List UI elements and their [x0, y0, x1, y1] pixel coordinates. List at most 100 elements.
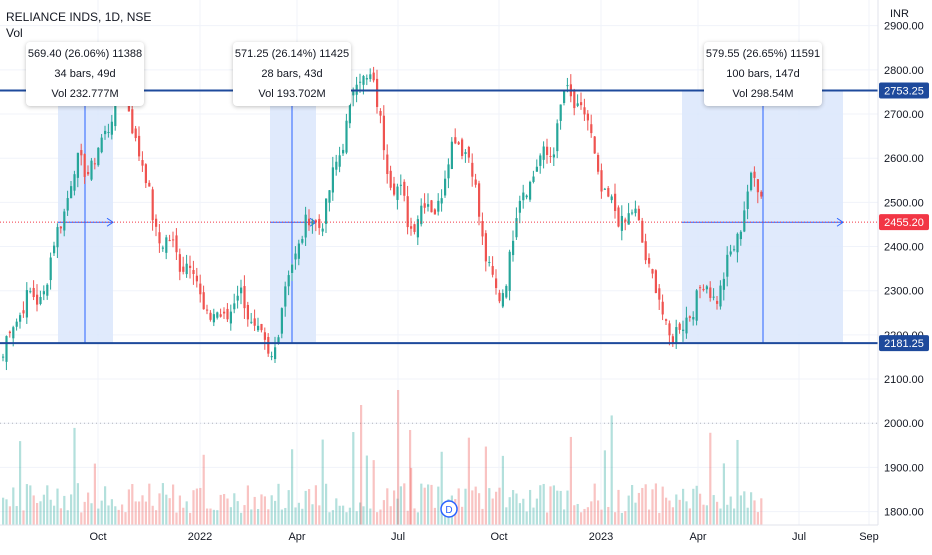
candle-body — [750, 172, 753, 190]
candle-body — [90, 160, 93, 180]
candle-body — [110, 121, 113, 135]
volume-bar — [175, 512, 178, 525]
volume-bar — [753, 500, 756, 525]
candle-body — [365, 78, 368, 80]
volume-bar — [580, 512, 583, 525]
candle-body — [192, 270, 195, 275]
candle-body — [481, 221, 484, 237]
measure-1-volume: Vol 232.777M — [51, 88, 119, 100]
top-level-price-tag-bg — [879, 82, 929, 99]
volume-bar — [301, 508, 304, 525]
candle-body — [484, 233, 487, 262]
y-tick-label: 2100.00 — [884, 374, 924, 386]
measure-3-change: 579.55 (26.65%) 11591 — [705, 48, 821, 60]
volume-bar — [651, 489, 654, 525]
volume-bar — [127, 489, 130, 525]
candle-body — [25, 290, 28, 318]
currency-label: INR — [890, 8, 909, 20]
volume-bar — [692, 488, 695, 525]
candle-body — [512, 240, 515, 256]
symbol-legend[interactable]: RELIANCE INDS, 1D, NSE — [6, 10, 152, 24]
bottom-level-price-tag-bg — [879, 335, 929, 352]
candle-body — [464, 152, 467, 154]
volume-bar — [410, 467, 413, 525]
volume-bar — [739, 495, 742, 525]
volume-bar — [430, 484, 433, 525]
candle-body — [49, 257, 52, 281]
volume-bar — [478, 493, 481, 525]
candle-body — [229, 311, 232, 324]
candle-body — [257, 325, 260, 331]
x-tick-label: Apr — [689, 531, 706, 543]
candle-body — [478, 183, 481, 217]
volume-bar — [25, 484, 28, 525]
candle-body — [671, 336, 674, 344]
volume-bar — [297, 502, 300, 525]
volume-bar — [614, 512, 617, 525]
last-price-tag-bg — [879, 214, 929, 231]
volume-bar — [644, 484, 647, 525]
volume-bar — [73, 427, 76, 525]
candle-body — [314, 220, 317, 223]
candle-body — [331, 167, 334, 193]
candle-body — [396, 186, 399, 200]
volume-bar — [403, 483, 406, 525]
candle-body — [93, 163, 96, 165]
candle-body — [155, 218, 158, 227]
volume-bar — [32, 495, 35, 525]
candle-body — [335, 161, 338, 170]
candle-body — [634, 208, 637, 214]
volume-bar — [688, 508, 691, 525]
volume-bar — [406, 510, 409, 525]
candle-body — [471, 162, 474, 177]
candle-body — [178, 254, 181, 272]
volume-bar — [66, 510, 69, 525]
volume-bar — [539, 485, 542, 525]
candle-body — [576, 103, 579, 106]
x-tick-label: 2023 — [589, 531, 613, 543]
volume-bar — [427, 484, 430, 525]
volume-bar — [263, 496, 266, 525]
candle-body — [614, 193, 617, 211]
volume-bar — [631, 485, 634, 525]
candle-body — [338, 155, 341, 167]
volume-bar — [501, 455, 504, 525]
candle-body — [29, 291, 32, 293]
candle-body — [348, 97, 351, 124]
volume-bar — [12, 487, 15, 525]
volume-bar — [382, 500, 385, 525]
candle-body — [131, 109, 134, 134]
measure-1-bars: 34 bars, 49d — [54, 68, 116, 80]
candle-body — [389, 170, 392, 188]
x-tick-label: Sep — [859, 531, 879, 543]
volume-bar — [246, 485, 249, 525]
volume-bar — [733, 508, 736, 525]
volume-bar — [63, 495, 66, 525]
volume-bar — [168, 498, 171, 525]
candle-body — [141, 160, 144, 166]
volume-bar — [699, 493, 702, 525]
candle-body — [56, 227, 59, 248]
candle-body — [739, 231, 742, 240]
volume-bar — [138, 501, 141, 525]
volume-bar — [685, 501, 688, 525]
volume-bar — [461, 506, 464, 525]
candle-body — [46, 284, 49, 296]
volume-bar — [556, 490, 559, 525]
volume-bar — [199, 487, 202, 525]
volume-bar — [423, 487, 426, 525]
candle-body — [716, 300, 719, 304]
candle-body — [437, 200, 440, 212]
volume-legend[interactable]: Vol — [6, 26, 23, 40]
candle-body — [546, 146, 549, 155]
volume-bar — [8, 506, 11, 525]
candle-body — [321, 228, 324, 232]
measure-box-2: 571.25 (26.14%) 11425 28 bars, 43d Vol 1… — [233, 42, 351, 106]
candle-body — [600, 170, 603, 192]
volume-bar — [617, 489, 620, 525]
volume-bar — [192, 490, 195, 525]
volume-bar — [433, 507, 436, 525]
volume-bar — [627, 495, 630, 525]
